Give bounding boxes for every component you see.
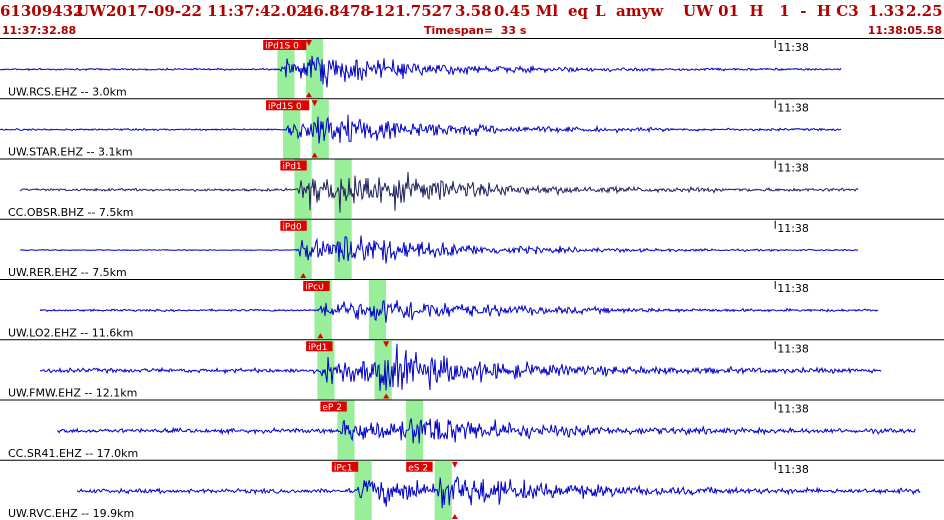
timespan: Timespan= 33 s (424, 24, 527, 37)
time-tick-label: 11:38 (777, 403, 809, 416)
start-time: 11:37:32.88 (2, 24, 77, 37)
pick-label: iPd1S 0 (265, 42, 299, 52)
seismogram-plot: 11:38 iPd1S 0 UW.RCS.EHZ -- 3.0km 11:38 iPd1… (0, 38, 944, 520)
pick-marker-bottom (300, 273, 307, 278)
trace-station-label: UW.LO2.EHZ -- 11.6km (8, 326, 133, 339)
pick-flag (320, 401, 347, 412)
pick-label: iPd1S 0 (268, 102, 302, 112)
rms-value: 1.33 (868, 2, 905, 20)
longitude: -121.7527 (368, 2, 453, 20)
end-time: 11:38:05.58 (867, 24, 942, 37)
event-code: L (595, 2, 606, 20)
pick-flag (331, 461, 359, 472)
quality-fields: UW 01 H 1 - H C3 (683, 2, 859, 20)
trace-station-label: UW.RVC.EHZ -- 19.9km (8, 507, 134, 520)
pick-flag (303, 281, 330, 291)
p-window (283, 99, 301, 159)
time-tick-label: 11:38 (777, 162, 809, 175)
pick-flag (263, 40, 307, 50)
time-tick-label: 11:38 (777, 342, 809, 355)
origin-time: 2017-09-22 11:37:42.02 (106, 2, 307, 20)
pick-flag (280, 220, 307, 231)
event-network: UW (76, 2, 106, 20)
gap-value: 2.25 (906, 2, 943, 20)
trace-station-label: CC.SR41.EHZ -- 17.0km (8, 447, 138, 460)
s-window (374, 340, 392, 400)
latitude: 46.8478 (303, 2, 371, 20)
pick-marker (383, 341, 390, 348)
waveform-trace (19, 171, 859, 213)
pick-marker-bottom (311, 152, 318, 158)
pick-marker-bottom (383, 393, 390, 399)
magnitude: 0.45 Ml (494, 2, 559, 20)
waveform-trace (76, 475, 921, 509)
time-tick-label: 11:38 (777, 41, 809, 54)
trace-station-label: UW.FMW.EHZ -- 12.1km (8, 387, 137, 400)
waveform-trace (57, 418, 916, 444)
time-tick-label: 11:38 (777, 282, 809, 295)
pick-flag (280, 160, 307, 171)
waveform-trace (0, 55, 842, 88)
waveform-trace (19, 235, 859, 264)
author: amyw (616, 2, 664, 20)
trace-station-label: UW.RER.EHZ -- 7.5km (8, 266, 127, 279)
pick-marker (451, 461, 458, 468)
depth: 3.58 (455, 2, 492, 20)
pick-label: iPd1 (282, 162, 301, 172)
pick-marker-bottom (305, 92, 312, 98)
time-tick-label: 11:38 (777, 463, 809, 476)
trace-station-label: UW.RCS.EHZ -- 3.0km (8, 85, 127, 98)
s-window (334, 219, 352, 279)
pick-marker (317, 281, 324, 287)
pick-label: iPd0 (282, 222, 302, 232)
waveform-trace (39, 343, 882, 391)
pick-marker-bottom (451, 514, 458, 519)
pick-label: eS 2 (408, 463, 428, 473)
pick-marker-bottom (317, 333, 324, 339)
pick-label: iPd1 (308, 343, 327, 353)
event-header: 61309432 UW 2017-09-22 11:37:42.02 46.84… (0, 0, 944, 22)
pick-marker (311, 100, 318, 107)
event-id: 61309432 (0, 2, 84, 20)
waveform-trace (39, 300, 879, 323)
p-window (294, 219, 312, 279)
trace-station-label: CC.OBSR.BHZ -- 7.5km (8, 206, 133, 219)
p-window (277, 39, 295, 99)
p-window (294, 159, 312, 219)
pick-flag (266, 100, 310, 111)
event-type: eq (568, 2, 589, 20)
trace-station-label: UW.STAR.EHZ -- 3.1km (8, 146, 133, 159)
waveform-trace (0, 114, 842, 144)
time-tick-label: 11:38 (777, 101, 809, 114)
pick-marker (300, 220, 307, 227)
pick-marker (305, 40, 312, 46)
pick-label: iPc1 (334, 463, 353, 473)
p-window (317, 340, 335, 400)
pick-label: eP 2 (322, 403, 342, 413)
pick-label: iPc0 (305, 283, 324, 293)
pick-flag (306, 341, 333, 352)
time-header: 11:37:32.88 Timespan= 33 s 11:38:05.58 (0, 24, 944, 38)
pick-flag (406, 461, 433, 472)
time-tick-label: 11:38 (777, 222, 809, 235)
